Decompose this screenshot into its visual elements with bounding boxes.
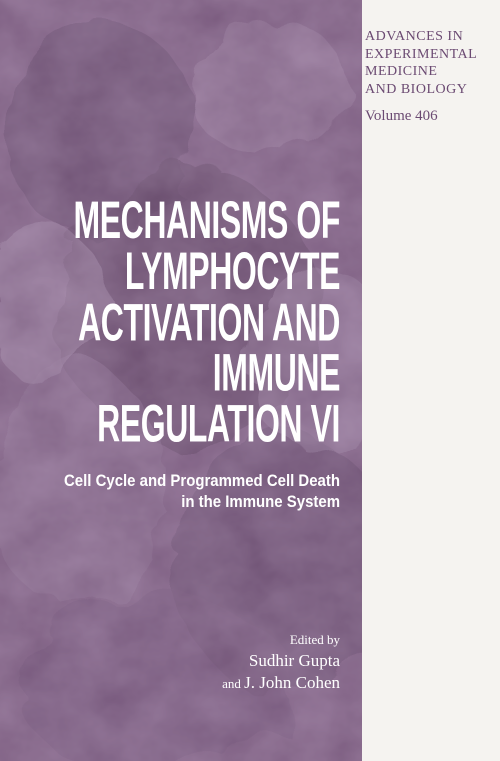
edited-by-label: Edited by xyxy=(0,632,340,648)
subtitle: Cell Cycle and Programmed Cell Death in … xyxy=(41,471,340,512)
series-line-2: EXPERIMENTAL xyxy=(365,46,480,64)
series-line-4: AND BIOLOGY xyxy=(365,81,480,99)
volume-number: Volume 406 xyxy=(365,108,480,125)
subtitle-line-2: in the Immune System xyxy=(41,492,340,512)
series-line-1: ADVANCES IN xyxy=(365,28,480,46)
title-line-1: MECHANISMS OF xyxy=(61,196,340,247)
editor-joiner: and xyxy=(222,676,244,691)
main-title: MECHANISMS OF LYMPHOCYTE ACTIVATION AND … xyxy=(61,196,340,451)
title-block: MECHANISMS OF LYMPHOCYTE ACTIVATION AND … xyxy=(0,196,362,512)
editor-1: Sudhir Gupta xyxy=(0,650,340,672)
editor-2-name: J. John Cohen xyxy=(244,673,340,692)
editors-block: Edited by Sudhir Gupta and J. John Cohen xyxy=(0,632,362,694)
subtitle-line-1: Cell Cycle and Programmed Cell Death xyxy=(41,471,340,491)
series-info: ADVANCES IN EXPERIMENTAL MEDICINE AND BI… xyxy=(365,28,480,125)
title-line-4: IMMUNE xyxy=(61,349,340,400)
book-cover: ADVANCES IN EXPERIMENTAL MEDICINE AND BI… xyxy=(0,0,500,761)
editor-2: and J. John Cohen xyxy=(0,672,340,694)
title-line-3: ACTIVATION AND xyxy=(61,298,340,349)
series-line-3: MEDICINE xyxy=(365,63,480,81)
title-line-2: LYMPHOCYTE xyxy=(61,247,340,298)
title-line-5: REGULATION VI xyxy=(61,400,340,451)
